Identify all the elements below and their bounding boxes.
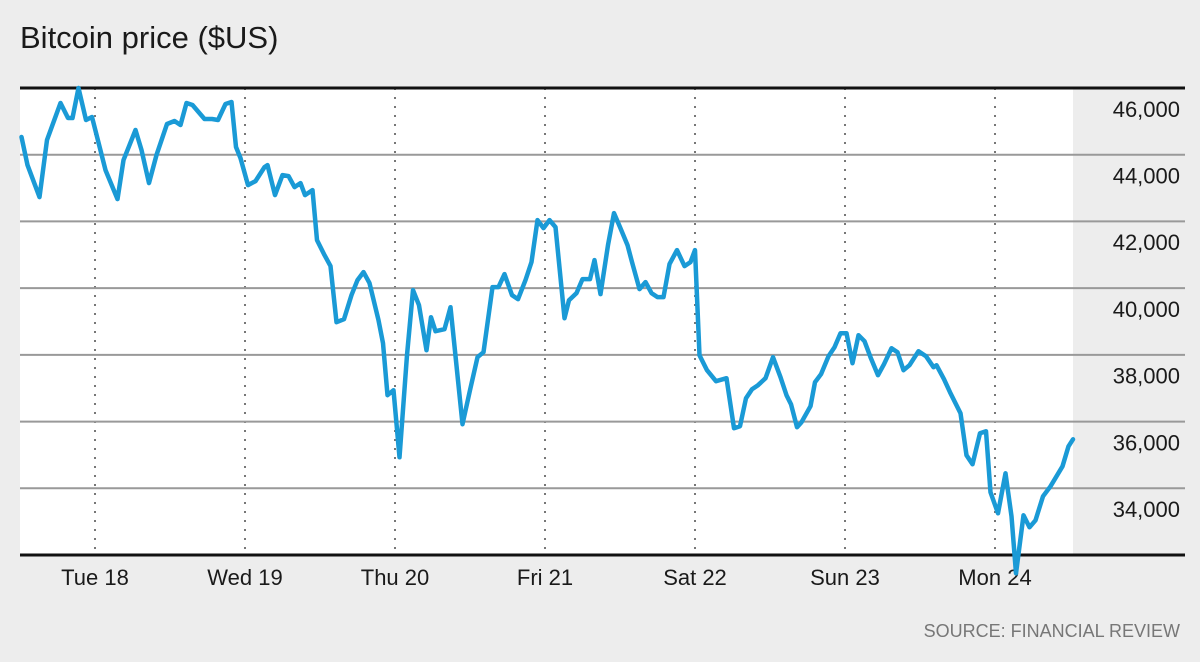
plot-area <box>20 88 1073 555</box>
x-tick-label: Wed 19 <box>207 565 282 590</box>
x-tick-label: Tue 18 <box>61 565 129 590</box>
chart-title: Bitcoin price ($US) <box>20 20 278 55</box>
x-tick-label: Thu 20 <box>361 565 430 590</box>
y-tick-label: 42,000 <box>1113 230 1180 255</box>
y-tick-label: 38,000 <box>1113 364 1180 389</box>
y-tick-label: 44,000 <box>1113 164 1180 189</box>
y-tick-label: 34,000 <box>1113 497 1180 522</box>
price-line <box>19 85 1076 576</box>
x-tick-label: Fri 21 <box>517 565 573 590</box>
x-tick-label: Sun 23 <box>810 565 880 590</box>
y-tick-label: 46,000 <box>1113 97 1180 122</box>
y-tick-label: 36,000 <box>1113 430 1180 455</box>
y-tick-label: 40,000 <box>1113 297 1180 322</box>
x-tick-label: Sat 22 <box>663 565 727 590</box>
source: SOURCE: FINANCIAL REVIEW <box>924 621 1180 641</box>
x-tick-label: Mon 24 <box>958 565 1031 590</box>
